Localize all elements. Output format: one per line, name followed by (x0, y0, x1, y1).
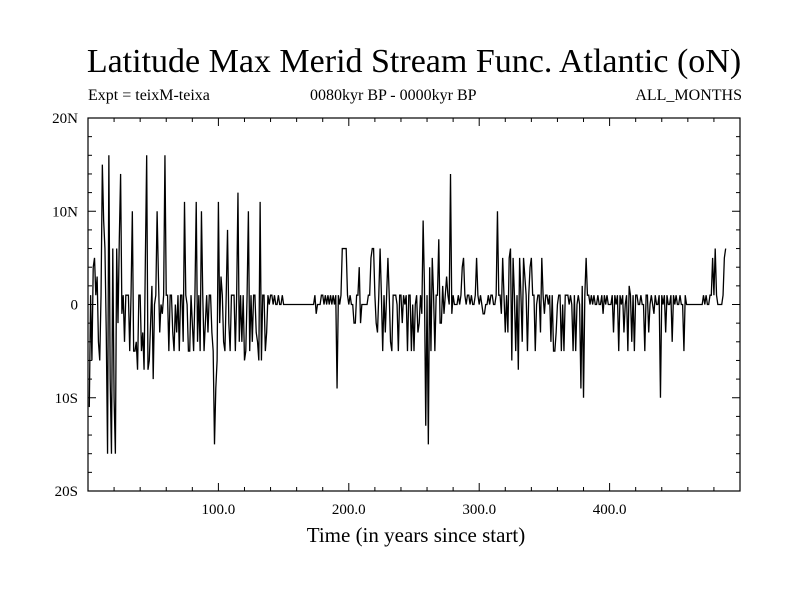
x-axis-title: Time (in years since start) (307, 523, 526, 547)
y-tick-label: 10N (52, 204, 78, 220)
months-label: ALL_MONTHS (635, 87, 742, 104)
x-tick-label: 300.0 (462, 502, 496, 518)
chart-title: Latitude Max Merid Stream Func. Atlantic… (86, 43, 742, 80)
y-tick-label: 0 (71, 298, 79, 314)
x-tick-label: 400.0 (593, 502, 627, 518)
series-line-0 (88, 155, 727, 454)
x-tick-label: 100.0 (202, 502, 236, 518)
y-tick-label: 20S (55, 484, 78, 500)
y-tick-label: 10S (55, 391, 78, 407)
x-tick-label: 200.0 (332, 502, 366, 518)
y-tick-label: 20N (52, 111, 78, 127)
period-label: 0080kyr BP - 0000kyr BP (310, 87, 477, 104)
experiment-label: Expt = teixM-teixa (88, 87, 210, 104)
